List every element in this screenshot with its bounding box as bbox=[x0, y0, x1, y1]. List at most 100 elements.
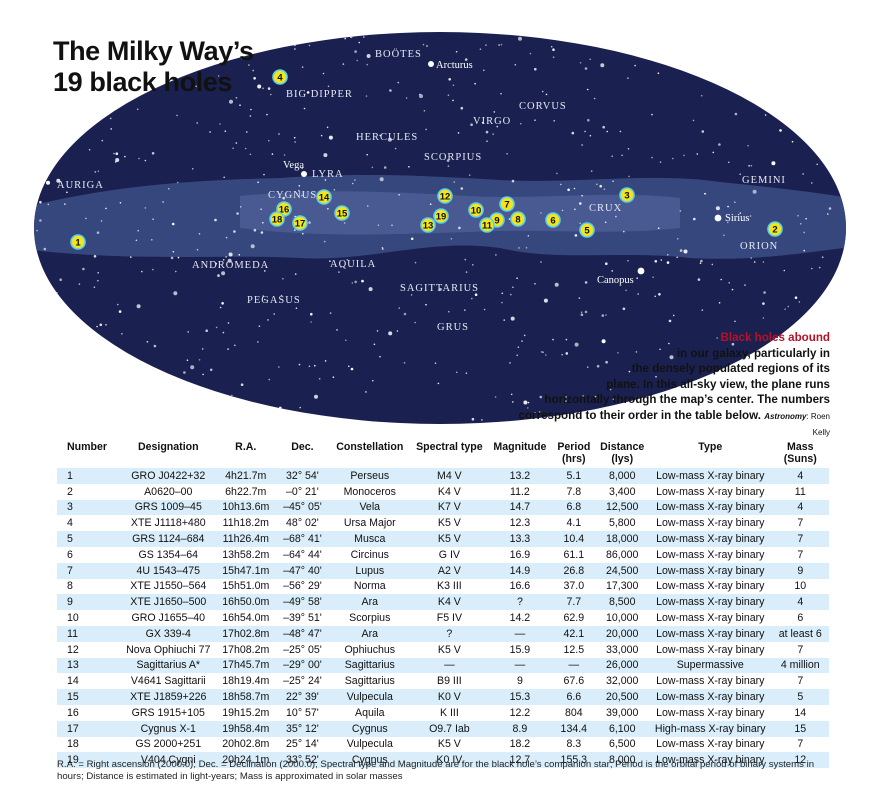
marker-number: 6 bbox=[550, 216, 555, 227]
cell-constellation: Ophiuchus bbox=[328, 641, 412, 658]
cell-magnitude: ? bbox=[487, 594, 553, 611]
cell-mass: 7 bbox=[771, 546, 829, 563]
marker-circle bbox=[499, 196, 515, 212]
milky-way-core bbox=[240, 191, 680, 235]
black-hole-marker-8: 8 bbox=[510, 211, 526, 227]
marker-number: 19 bbox=[436, 212, 447, 223]
table-row: 1 GRO J0422+32 4h21.7m 32° 54' Perseus M4 V 13… bbox=[57, 468, 829, 484]
header-number: Number bbox=[67, 441, 108, 453]
star-sirius bbox=[714, 214, 722, 222]
label-pegasus: PEGASUS bbox=[247, 295, 301, 306]
cell-magnitude: 18.2 bbox=[487, 736, 553, 753]
cell-period: 5.1 bbox=[552, 468, 596, 484]
cell-number: 19 bbox=[57, 752, 122, 769]
cell-dec: –45° 05' bbox=[276, 499, 329, 516]
marker-circle bbox=[420, 217, 436, 233]
table-row: 8 XTE J1550–564 15h51.0m –56° 29' Norma K3 II… bbox=[57, 578, 829, 595]
cell-number: 8 bbox=[57, 578, 122, 595]
marker-number: 10 bbox=[471, 206, 482, 217]
all-sky-map: BOÖTES BIG DIPPER CORVUS VIRGO HERCULES … bbox=[34, 32, 846, 424]
label-sagittarius: SAGITTARIUS bbox=[400, 283, 479, 294]
black-hole-marker-2: 2 bbox=[767, 221, 783, 237]
caption-line-5: correspond to their order in the table b… bbox=[518, 408, 761, 422]
cell-distance: 86,000 bbox=[595, 546, 650, 563]
cell-constellation: Vela bbox=[328, 499, 412, 516]
cell-number: 18 bbox=[57, 736, 122, 753]
table-row: 10 GRO J1655–40 16h54.0m –39° 51' Scorpius F5… bbox=[57, 610, 829, 626]
header-type: Type bbox=[698, 441, 723, 453]
cell-distance: 3,400 bbox=[595, 483, 650, 500]
cell-constellation: Perseus bbox=[328, 468, 412, 484]
cell-dec: –68° 41' bbox=[276, 531, 329, 547]
label-auriga: AURIGA bbox=[57, 180, 104, 191]
marker-circle bbox=[437, 188, 453, 204]
cell-mass: 7 bbox=[771, 641, 829, 658]
label-arcturus: Arcturus bbox=[436, 60, 473, 71]
caption-line-3: plane. In this all-sky view, the plane r… bbox=[606, 377, 830, 391]
cell-designation: XTE J1859+226 bbox=[121, 689, 216, 705]
cell-magnitude: 14.7 bbox=[487, 499, 553, 516]
label-sirius: Sirius bbox=[725, 213, 750, 224]
cell-spectral: ? bbox=[411, 625, 488, 642]
cell-magnitude: 12.3 bbox=[487, 515, 553, 532]
label-orion: ORION bbox=[740, 241, 778, 252]
table-row: 3 GRS 1009–45 10h13.6m –45° 05' Vela K7 V 14.7… bbox=[57, 499, 829, 516]
black-hole-marker-14: 14 bbox=[316, 189, 332, 205]
marker-circle bbox=[70, 234, 86, 250]
table-row: 5 GRS 1124–684 11h26.4m –68° 41' Musca K5 V 13… bbox=[57, 531, 829, 547]
cell-period: 7.7 bbox=[552, 594, 596, 611]
cell-constellation: Norma bbox=[328, 578, 412, 595]
cell-designation: V4641 Sagittarii bbox=[121, 673, 216, 690]
cell-spectral: K5 V bbox=[411, 736, 488, 753]
marker-number: 1 bbox=[75, 238, 81, 249]
marker-number: 2 bbox=[772, 225, 777, 236]
marker-circle bbox=[510, 211, 526, 227]
cell-designation: GS 2000+251 bbox=[121, 736, 216, 753]
cell-distance: 5,800 bbox=[595, 515, 650, 532]
cell-period: 4.1 bbox=[552, 515, 596, 532]
header-distance: Distance (lys) bbox=[595, 440, 649, 468]
cell-distance: 10,000 bbox=[595, 610, 650, 626]
cell-period: 6.6 bbox=[552, 689, 596, 705]
cell-number: 4 bbox=[57, 515, 122, 532]
cell-period: 8.3 bbox=[552, 736, 596, 753]
marker-circle bbox=[316, 189, 332, 205]
star-field bbox=[36, 35, 832, 421]
header-mass: Mass (Suns) bbox=[772, 440, 829, 468]
cell-mass: 4 bbox=[771, 468, 829, 484]
header-mass-1: Mass bbox=[787, 441, 814, 453]
marker-number: 5 bbox=[584, 226, 590, 237]
footnote: R.A. = Right ascension (2000.0); Dec. = … bbox=[57, 759, 815, 782]
cell-magnitude: 8.9 bbox=[487, 720, 553, 737]
cell-number: 13 bbox=[57, 657, 122, 674]
table-row: 13 Sagittarius A* 17h45.7m –29° 00' Sagittar… bbox=[57, 657, 829, 674]
cell-number: 15 bbox=[57, 689, 122, 705]
marker-number: 15 bbox=[337, 209, 348, 220]
cell-dec: 32° 54' bbox=[276, 468, 329, 484]
cell-designation: GRS 1915+105 bbox=[121, 704, 216, 721]
cell-mass: 11 bbox=[771, 483, 829, 500]
cell-number: 3 bbox=[57, 499, 122, 516]
cell-magnitude: — bbox=[487, 625, 553, 642]
cell-spectral: K5 V bbox=[411, 515, 488, 532]
marker-circle bbox=[468, 202, 484, 218]
cell-constellation: Sagittarius bbox=[328, 657, 412, 674]
table-row: 19 V404 Cygni 20h24.1m 33° 52' Cygnus K0 IV 12… bbox=[57, 752, 829, 769]
black-hole-marker-4: 4 bbox=[272, 69, 288, 85]
cell-period: — bbox=[552, 657, 596, 674]
cell-constellation: Circinus bbox=[328, 546, 412, 563]
header-designation: Designation bbox=[137, 441, 199, 453]
cell-distance: 12,500 bbox=[595, 499, 650, 516]
label-corvus: CORVUS bbox=[519, 101, 567, 112]
cell-period: 7.8 bbox=[552, 483, 596, 500]
star-arcturus bbox=[428, 61, 434, 67]
cell-spectral: K5 V bbox=[411, 641, 488, 658]
marker-circle bbox=[619, 187, 635, 203]
cell-designation: GRS 1009–45 bbox=[121, 499, 216, 516]
cell-spectral: B9 III bbox=[411, 673, 488, 690]
caption-line-1: in our galaxy, particularly in bbox=[676, 346, 830, 360]
cell-dec: –47° 40' bbox=[276, 562, 329, 579]
black-hole-marker-3: 3 bbox=[619, 187, 635, 203]
cell-period: 12.5 bbox=[552, 641, 596, 658]
cell-designation: GRO J1655–40 bbox=[121, 610, 216, 626]
